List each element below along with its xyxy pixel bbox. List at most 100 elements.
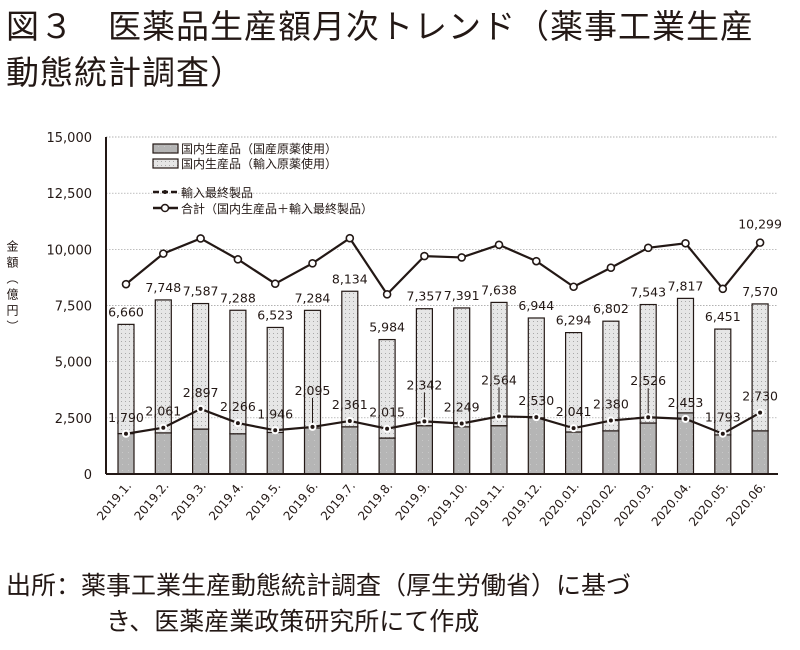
title-line-1: 図３ 医薬品生産額月次トレンド（薬事工業生産: [6, 7, 754, 46]
bar-import-raw: [751, 303, 769, 432]
x-tick-label: 2019.6.: [281, 479, 321, 523]
x-tick-label: 2019.7.: [318, 479, 358, 523]
bar-domestic-raw: [192, 428, 210, 475]
import-final-label: 2,266: [220, 399, 256, 414]
point-total: [681, 238, 690, 248]
import-final-label: 2,564: [481, 372, 517, 387]
point-total: [345, 233, 355, 243]
legend: 国内生産品（国産原薬使用） 国内生産品（輸入原薬使用） 輸入最終製品 合計（国内…: [152, 141, 373, 216]
x-tick-label: 2020.06.: [723, 479, 768, 529]
y-tick-label: 15,000: [47, 131, 93, 146]
point-import-final: [161, 425, 166, 430]
bar-domestic-raw: [378, 437, 396, 475]
legend-swatch-total: [153, 203, 178, 213]
point-import-final: [459, 421, 464, 426]
bar-total-label: 7,288: [220, 290, 256, 305]
point-import-final: [720, 431, 725, 436]
line-import-final: [125, 407, 761, 435]
bar-total-label: 6,802: [593, 301, 629, 316]
bar-total-label: 6,523: [257, 307, 293, 322]
total-label: 10,299: [738, 217, 782, 232]
bar-import-raw: [378, 338, 396, 439]
point-total: [457, 253, 467, 262]
point-import-final: [758, 410, 763, 415]
point-total: [308, 258, 317, 268]
bar-total-label: 7,817: [668, 278, 704, 293]
point-total: [270, 279, 280, 289]
point-import-final: [273, 428, 278, 433]
bar-total-label: 8,134: [332, 271, 368, 286]
legend-label-total: 合計（国内生産品＋輸入最終製品）: [181, 201, 373, 216]
point-total: [159, 249, 168, 258]
legend-swatch-import-final: [153, 190, 178, 194]
bar-total-label: 7,284: [295, 290, 331, 305]
point-import-final: [497, 414, 501, 419]
point-import-final: [534, 415, 539, 420]
bar-import-raw: [229, 309, 247, 435]
import-final-label: 2,342: [407, 377, 443, 392]
x-tick-label: 2019.2.: [131, 479, 171, 523]
x-tick-label: 2019.5.: [243, 479, 283, 523]
bar-total-label: 7,587: [183, 284, 219, 299]
bar-import-raw: [602, 320, 620, 432]
import-final-label: 2,530: [518, 393, 554, 408]
point-import-final: [646, 415, 651, 420]
import-final-label: 1,790: [108, 410, 144, 425]
import-final-label: 2,249: [444, 399, 480, 414]
point-total: [233, 255, 243, 264]
point-total: [531, 256, 541, 266]
bar-import-raw: [490, 301, 508, 427]
import-final-label: 2,897: [183, 385, 219, 400]
point-import-final: [198, 406, 203, 411]
title-line-2: 動態統計調査）: [6, 53, 244, 92]
bar-domestic-raw: [639, 422, 657, 475]
bar-domestic-raw: [564, 431, 583, 475]
point-import-final: [683, 416, 688, 421]
import-final-label: 2,095: [295, 383, 331, 398]
point-import-final: [235, 421, 240, 426]
bar-total-label: 6,451: [705, 309, 741, 324]
bar-domestic-raw: [117, 432, 135, 475]
figure-title: 図３ 医薬品生産額月次トレンド（薬事工業生産 動態統計調査）: [6, 4, 754, 96]
bar-domestic-raw: [341, 426, 359, 475]
bar-domestic-raw: [751, 430, 769, 475]
y-tick-label: 10,000: [47, 243, 93, 258]
point-total: [494, 240, 504, 250]
bar-domestic-raw: [266, 431, 284, 475]
bar-total-label: 5,984: [369, 320, 405, 335]
bar-total-label: 7,357: [407, 289, 443, 304]
legend-swatch-domestic-raw: [152, 143, 179, 154]
bar-domestic-raw: [490, 425, 508, 475]
point-total: [755, 238, 765, 247]
legend-label-import-raw: 国内生産品（輸入原薬使用）: [181, 156, 337, 171]
bar-domestic-raw: [303, 427, 322, 475]
y-tick-label: 12,500: [47, 187, 93, 202]
bar-total-label: 6,294: [556, 313, 592, 328]
bar-total-label: 7,748: [145, 280, 181, 295]
bar-domestic-raw: [453, 426, 471, 475]
point-import-final: [347, 418, 352, 423]
x-tick-label: 2019.8.: [355, 479, 395, 523]
bar-total-label: 7,570: [742, 284, 778, 299]
bar-import-raw: [341, 290, 359, 428]
point-import-final: [310, 424, 315, 429]
import-final-label: 2,015: [369, 405, 405, 420]
y-tick-label: 0: [84, 468, 92, 483]
bar-domestic-raw: [602, 430, 620, 475]
bar-import-raw: [676, 297, 695, 414]
x-tick-label: 2019.3.: [169, 479, 209, 523]
bar-domestic-raw: [154, 432, 172, 475]
bar-import-raw: [639, 303, 657, 424]
point-import-final: [608, 418, 613, 423]
legend-label-domestic-raw: 国内生産品（国産原薬使用）: [181, 141, 337, 156]
import-final-label: 2,380: [593, 397, 629, 412]
bar-import-raw: [415, 308, 433, 427]
import-final-label: 2,041: [556, 404, 592, 419]
bar-domestic-raw: [714, 434, 732, 475]
point-import-final: [422, 419, 427, 424]
point-import-final: [571, 426, 576, 431]
import-final-label: 2,526: [630, 373, 666, 388]
point-total: [196, 234, 205, 243]
bar-domestic-raw: [415, 425, 433, 475]
x-tick-label: 2019.4.: [206, 479, 246, 523]
